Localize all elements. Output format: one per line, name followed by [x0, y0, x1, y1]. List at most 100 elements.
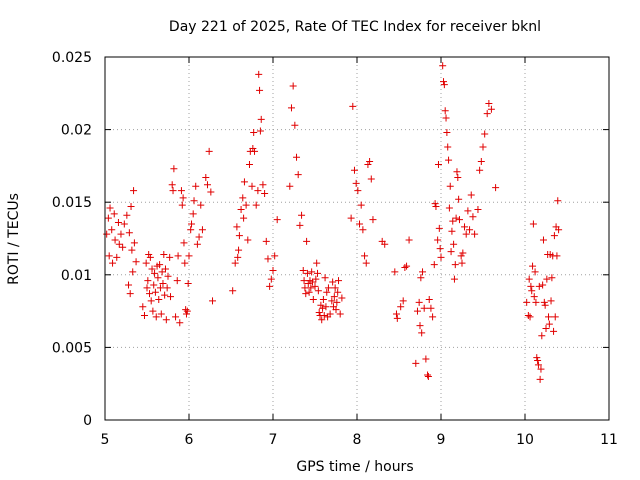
data-point	[455, 195, 463, 203]
y-tick-label: 0.025	[52, 50, 92, 66]
y-axis-label: ROTI / TECUs	[6, 193, 22, 285]
data-point	[182, 306, 190, 314]
data-point	[229, 287, 237, 295]
data-point	[485, 99, 493, 107]
data-point	[416, 322, 424, 330]
data-point	[185, 252, 193, 260]
data-point	[415, 298, 423, 306]
data-point	[176, 319, 184, 327]
x-tick-label: 11	[600, 432, 618, 448]
data-point	[446, 182, 454, 190]
data-point	[332, 306, 340, 314]
data-point	[531, 268, 539, 276]
data-points	[103, 62, 563, 383]
data-point	[538, 332, 546, 340]
data-point	[403, 262, 411, 270]
data-point	[381, 240, 389, 248]
data-point	[202, 174, 210, 182]
data-point	[249, 144, 257, 152]
data-point	[142, 259, 150, 267]
data-point	[148, 265, 156, 273]
data-point	[391, 268, 399, 276]
data-point	[399, 297, 407, 305]
data-point	[299, 266, 307, 274]
data-point	[298, 211, 306, 219]
data-point	[251, 147, 259, 155]
data-point	[452, 214, 460, 222]
data-point	[440, 78, 448, 86]
data-point	[266, 282, 274, 290]
data-point	[289, 82, 297, 90]
data-point	[163, 284, 171, 292]
data-point	[523, 298, 531, 306]
data-point	[188, 220, 196, 228]
data-point	[113, 253, 121, 261]
data-point	[354, 187, 362, 195]
data-point	[469, 213, 477, 221]
data-point	[240, 214, 248, 222]
data-point	[190, 197, 198, 205]
data-point	[311, 282, 319, 290]
data-point	[103, 230, 111, 238]
data-point	[338, 294, 346, 302]
data-point	[198, 226, 206, 234]
data-point	[115, 240, 123, 248]
data-point	[445, 204, 453, 212]
data-point	[449, 217, 457, 225]
data-point	[144, 277, 152, 285]
data-point	[157, 310, 165, 318]
x-tick-labels: 5 6 7 8 9 10 11	[101, 432, 618, 448]
data-point	[234, 253, 242, 261]
x-tick-label: 9	[437, 432, 446, 448]
data-point	[329, 278, 337, 286]
data-point	[239, 194, 247, 202]
data-point	[233, 223, 241, 231]
x-axis-label: GPS time / hours	[296, 459, 413, 475]
data-point	[307, 284, 315, 292]
data-point	[158, 268, 166, 276]
data-point	[553, 252, 561, 260]
data-point	[269, 266, 277, 274]
data-point	[350, 166, 358, 174]
data-point	[323, 288, 331, 296]
data-point	[431, 200, 439, 208]
data-point	[366, 158, 374, 166]
data-point	[430, 261, 438, 269]
data-point	[524, 311, 532, 319]
data-point	[178, 201, 186, 209]
data-point	[244, 236, 252, 244]
data-point	[554, 197, 562, 205]
data-point	[184, 280, 192, 288]
y-tick-labels: 0 0.005 0.01 0.015 0.02 0.025	[52, 50, 92, 429]
data-point	[333, 298, 341, 306]
data-point	[440, 81, 448, 89]
data-point	[534, 361, 542, 369]
y-tick-label: 0.01	[61, 268, 92, 284]
data-point	[174, 252, 182, 260]
data-point	[151, 288, 159, 296]
data-point	[314, 287, 322, 295]
data-point	[427, 304, 435, 312]
data-point	[417, 274, 425, 282]
data-point	[110, 210, 118, 218]
data-point	[413, 307, 421, 315]
data-point	[155, 295, 163, 303]
data-point	[162, 316, 170, 324]
data-point	[161, 265, 169, 273]
data-point	[528, 287, 536, 295]
data-point	[169, 187, 177, 195]
data-point	[477, 158, 485, 166]
data-point	[123, 211, 131, 219]
data-point	[264, 255, 272, 263]
data-point	[252, 201, 260, 209]
data-point	[361, 252, 369, 260]
data-point	[287, 104, 295, 112]
data-point	[237, 205, 245, 213]
data-point	[127, 203, 135, 211]
data-point	[111, 236, 119, 244]
x-tick-label: 5	[101, 432, 110, 448]
data-point	[420, 304, 428, 312]
data-point	[539, 236, 547, 244]
y-tick-label: 0.015	[52, 195, 92, 211]
data-point	[126, 290, 134, 298]
